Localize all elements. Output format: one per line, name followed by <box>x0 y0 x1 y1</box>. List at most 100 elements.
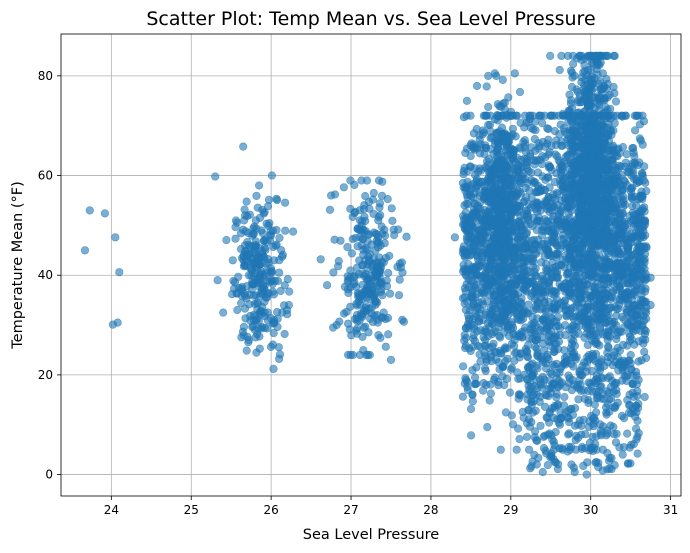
data-point <box>242 197 251 206</box>
data-point <box>567 82 577 92</box>
data-point <box>529 368 538 378</box>
data-point <box>562 240 571 249</box>
data-point <box>635 120 645 129</box>
data-point <box>560 346 569 355</box>
data-point <box>555 65 564 75</box>
data-point <box>285 287 294 296</box>
data-point <box>595 77 605 86</box>
data-point <box>628 379 637 388</box>
data-point <box>626 359 635 368</box>
data-point <box>479 229 488 238</box>
data-point <box>546 251 556 260</box>
data-point <box>564 198 573 207</box>
data-point <box>505 388 515 397</box>
y-tick-label: 40 <box>38 268 53 282</box>
data-point <box>620 177 630 186</box>
data-point <box>508 287 517 296</box>
data-point <box>494 323 503 332</box>
data-point <box>355 350 365 360</box>
data-point <box>275 268 284 277</box>
data-point <box>250 325 260 335</box>
data-point <box>557 141 566 150</box>
data-point <box>461 148 470 157</box>
data-point <box>385 251 394 260</box>
data-point <box>595 157 604 166</box>
data-point <box>615 346 625 355</box>
data-point <box>610 51 619 61</box>
data-point <box>491 183 500 192</box>
data-point <box>597 314 606 324</box>
data-point <box>378 229 387 238</box>
data-point <box>590 314 599 323</box>
data-point <box>479 379 488 388</box>
data-point <box>592 300 602 309</box>
data-point <box>471 312 480 321</box>
data-point <box>486 380 495 389</box>
data-point <box>561 305 570 314</box>
data-point <box>580 173 589 182</box>
data-point <box>283 306 292 315</box>
data-point <box>501 408 511 417</box>
data-point <box>490 170 499 179</box>
data-point <box>85 206 94 215</box>
data-point <box>641 306 650 316</box>
data-point <box>511 263 520 272</box>
data-point <box>383 313 393 323</box>
data-point <box>562 312 571 321</box>
data-point <box>388 216 397 225</box>
data-point <box>539 444 549 453</box>
data-point <box>606 421 615 430</box>
data-point <box>323 281 332 290</box>
data-point <box>566 287 576 296</box>
data-point <box>375 199 385 208</box>
data-point <box>577 195 586 204</box>
data-point <box>559 283 569 292</box>
data-point <box>602 431 611 440</box>
data-point <box>612 225 621 234</box>
data-point <box>624 459 633 468</box>
data-point <box>482 111 491 120</box>
data-point <box>579 68 588 77</box>
data-point <box>468 390 477 399</box>
data-point <box>241 292 250 301</box>
data-point <box>618 279 627 288</box>
data-point <box>489 300 498 309</box>
data-point <box>476 326 485 335</box>
data-point <box>399 317 409 326</box>
data-point <box>607 203 617 212</box>
data-point <box>532 249 541 258</box>
data-point <box>609 126 618 135</box>
data-point <box>637 169 647 178</box>
data-point <box>597 229 606 238</box>
data-point <box>538 304 548 313</box>
x-ticks: 24 25 26 27 28 29 30 31 <box>104 496 678 517</box>
data-point <box>343 243 352 252</box>
data-point <box>555 130 564 139</box>
data-point <box>374 237 383 246</box>
data-point <box>355 216 365 225</box>
data-point <box>566 66 576 75</box>
data-point <box>351 233 360 242</box>
data-point <box>483 332 493 341</box>
data-point <box>640 392 649 402</box>
data-point <box>289 227 298 236</box>
data-point <box>603 449 612 458</box>
data-point <box>610 89 619 98</box>
data-point <box>371 268 380 277</box>
data-point <box>543 413 552 423</box>
data-point <box>606 383 615 392</box>
data-point <box>524 405 533 414</box>
data-point <box>256 267 266 276</box>
data-point <box>488 342 497 351</box>
data-point <box>568 322 577 331</box>
data-point <box>556 120 565 129</box>
data-point <box>244 335 253 345</box>
data-point <box>503 249 512 258</box>
data-point <box>484 274 493 284</box>
data-point <box>619 356 628 365</box>
data-point <box>585 268 594 277</box>
data-point <box>228 256 237 265</box>
data-point <box>634 271 643 280</box>
data-point <box>498 309 507 318</box>
